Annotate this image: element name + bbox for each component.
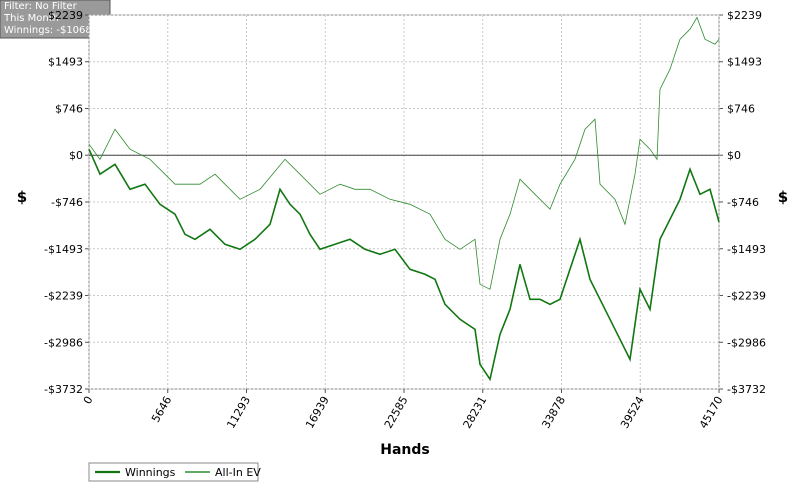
x-axis-title: Hands (380, 442, 430, 458)
y-tick-label: -$2239 (44, 289, 83, 302)
y-tick-label: $2239 (48, 9, 83, 22)
y-tick-label: $1493 (48, 56, 83, 69)
y-tick-label: $0 (727, 149, 741, 162)
y-tick-label: -$2986 (44, 336, 83, 349)
y-axis-title: $ (17, 188, 27, 206)
x-tick-label: 16939 (303, 394, 332, 431)
y-tick-label: -$1493 (44, 243, 83, 256)
y-tick-label: -$2986 (727, 336, 766, 349)
y-tick-label: $746 (727, 103, 755, 116)
y-tick-label: -$746 (727, 196, 759, 209)
info-line: Filter: No Filter (4, 1, 78, 12)
y-axis-title: $ (778, 188, 788, 206)
y-tick-label: $1493 (727, 56, 762, 69)
x-tick-label: 0 (81, 394, 96, 407)
x-tick-label: 5646 (149, 394, 174, 425)
y-tick-label: -$2239 (727, 289, 766, 302)
y-tick-label: $0 (69, 149, 83, 162)
x-tick-label: 28231 (461, 394, 490, 431)
y-tick-label: $2239 (727, 9, 762, 22)
y-tick-label: -$746 (51, 196, 83, 209)
series-line (88, 16, 720, 290)
info-line: Winnings: -$1068.10 (4, 25, 108, 36)
x-tick-label: 45170 (697, 394, 726, 431)
x-tick-label: 39524 (618, 394, 647, 431)
info-line: This Month (3, 13, 59, 24)
y-tick-label: -$3732 (44, 383, 83, 396)
y-tick-label: -$3732 (727, 383, 766, 396)
x-tick-label: 11293 (224, 394, 253, 431)
y-tick-label: $746 (55, 103, 83, 116)
series-line (88, 148, 720, 382)
legend-label: All-In EV (215, 466, 261, 479)
x-tick-label: 33878 (539, 394, 568, 431)
legend (88, 462, 259, 482)
y-tick-label: -$1493 (727, 243, 766, 256)
legend-label: Winnings (125, 466, 176, 479)
x-tick-label: 22585 (382, 394, 411, 431)
